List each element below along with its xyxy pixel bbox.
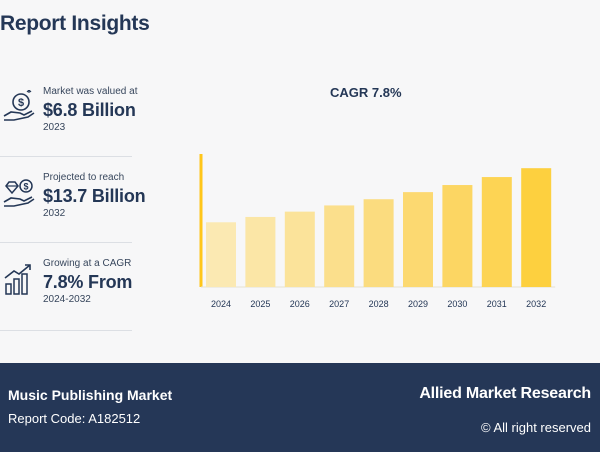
- brand-name: Allied Market Research: [419, 385, 591, 402]
- x-tick-label: 2024: [211, 299, 231, 309]
- diamond-hand-icon: $: [3, 179, 35, 207]
- stat-label: Projected to reach: [43, 172, 125, 183]
- copyright: © All right reserved: [480, 420, 591, 435]
- svg-text:$: $: [18, 97, 24, 109]
- market-name: Music Publishing Market: [8, 387, 173, 403]
- footer: Music Publishing Market Report Code: A18…: [0, 363, 600, 452]
- bar-2027: [324, 205, 355, 287]
- x-tick-label: 2029: [408, 299, 428, 309]
- chart-title: CAGR 7.8%: [330, 85, 402, 100]
- bar-2029: [403, 192, 433, 287]
- svg-text:$: $: [23, 182, 28, 192]
- money-hand-icon: $: [3, 90, 35, 121]
- stat-projected-value: $ Projected to reach $13.7 Billion 2032: [0, 172, 146, 243]
- stat-year: 2023: [43, 122, 66, 133]
- stat-value: 7.8% From: [43, 272, 133, 292]
- bar-chart: 2024 2025 2026 2027 2028 2029 2030 2031 2032: [199, 154, 556, 309]
- x-tick-label: 2027: [329, 299, 349, 309]
- x-tick-label: 2032: [526, 299, 546, 309]
- x-tick-label: 2026: [290, 299, 310, 309]
- growth-chart-icon: [4, 264, 31, 295]
- report-code: Report Code: A182512: [8, 411, 141, 426]
- stat-value: $13.7 Billion: [43, 186, 146, 206]
- bar-2030: [442, 185, 473, 287]
- x-tick-label: 2030: [447, 299, 467, 309]
- stat-label: Market was valued at: [43, 86, 138, 97]
- stat-value: $6.8 Billion: [43, 100, 136, 120]
- stat-year: 2024-2032: [43, 294, 91, 305]
- page-title: Report Insights: [0, 12, 150, 35]
- bar-2025: [245, 216, 276, 287]
- x-tick-label: 2028: [369, 299, 389, 309]
- bar-2031: [481, 177, 512, 287]
- x-tick-label: 2025: [250, 299, 270, 309]
- stat-cagr: Growing at a CAGR 7.8% From 2024-2032: [0, 258, 132, 331]
- stat-market-value: $ Market was valued at $6.8 Billion 2023: [0, 86, 138, 157]
- stat-label: Growing at a CAGR: [43, 258, 132, 269]
- x-tick-label: 2031: [487, 299, 507, 309]
- bar-2024: [206, 222, 236, 287]
- stat-year: 2032: [43, 208, 66, 219]
- bar-2028: [363, 199, 394, 287]
- bar-2032: [521, 168, 552, 287]
- bar-2026: [284, 211, 315, 287]
